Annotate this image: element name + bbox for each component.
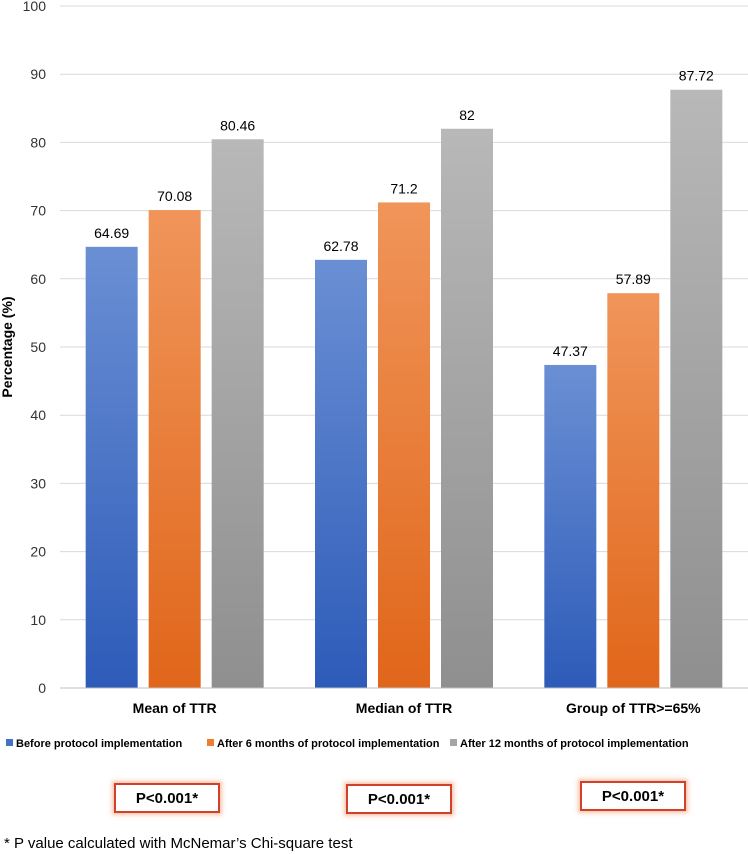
- bar-chart: 64.69 70.08 80.46 62.78 71.2 82 47.37 57.89 87.7…: [0, 0, 748, 750]
- bar-1-2: [441, 128, 493, 688]
- bar-2-0: [544, 364, 597, 688]
- data-label: 62.78: [323, 238, 358, 254]
- legend-swatch-1: [207, 739, 214, 746]
- data-label: 71.2: [390, 180, 417, 196]
- data-label: 82: [459, 107, 475, 123]
- data-label: 47.37: [553, 343, 588, 359]
- y-axis-title: Percentage (%): [0, 296, 15, 397]
- y-tick-label: 10: [30, 612, 46, 628]
- y-tick-label: 40: [30, 407, 46, 423]
- y-tick-label: 20: [30, 544, 46, 560]
- x-tick-label: Group of TTR>=65%: [566, 700, 701, 716]
- y-tick-label: 0: [38, 680, 46, 696]
- x-tick-label: Median of TTR: [356, 700, 452, 716]
- data-label: 70.08: [157, 188, 192, 204]
- bar-0-0: [85, 246, 138, 688]
- y-tick-label: 70: [30, 203, 46, 219]
- data-label: 57.89: [616, 271, 651, 287]
- y-tick-label: 90: [30, 66, 46, 82]
- data-label: 64.69: [94, 225, 129, 241]
- legend-label: After 6 months of protocol implementatio…: [217, 738, 440, 750]
- x-tick-label: Mean of TTR: [133, 700, 217, 716]
- legend-label: Before protocol implementation: [16, 738, 183, 750]
- legend-swatch-2: [450, 739, 457, 746]
- y-tick-label: 30: [30, 475, 46, 491]
- data-label: 80.46: [220, 117, 255, 133]
- y-tick-label: 80: [30, 134, 46, 150]
- p-value-box-group: P<0.001*: [580, 781, 686, 811]
- data-labels: 64.69 70.08 80.46 62.78 71.2 82 47.37 57.89 87.7…: [94, 68, 714, 359]
- bar-0-2: [211, 139, 264, 688]
- legend-label: After 12 months of protocol implementati…: [460, 738, 689, 750]
- bar-2-1: [607, 293, 660, 688]
- bars: [85, 89, 723, 689]
- axes: 0 10 20 30 40 50 60 70 80 90 100 Percentage (%) Mean…: [0, 0, 748, 716]
- data-label: 87.72: [679, 68, 714, 84]
- bar-1-0: [315, 259, 367, 688]
- legend-swatch-0: [6, 739, 13, 746]
- y-tick-label: 60: [30, 271, 46, 287]
- p-value-box-median: P<0.001*: [346, 784, 452, 814]
- legend: Before protocol implementation After 6 mo…: [6, 738, 689, 750]
- bar-0-1: [148, 210, 201, 689]
- y-tick-label: 50: [30, 339, 46, 355]
- bar-1-1: [378, 202, 430, 688]
- p-value-box-mean: P<0.001*: [114, 783, 220, 813]
- y-tick-label: 100: [23, 0, 47, 14]
- bar-2-2: [670, 89, 723, 688]
- footnote: * P value calculated with McNemar’s Chi-…: [4, 835, 353, 852]
